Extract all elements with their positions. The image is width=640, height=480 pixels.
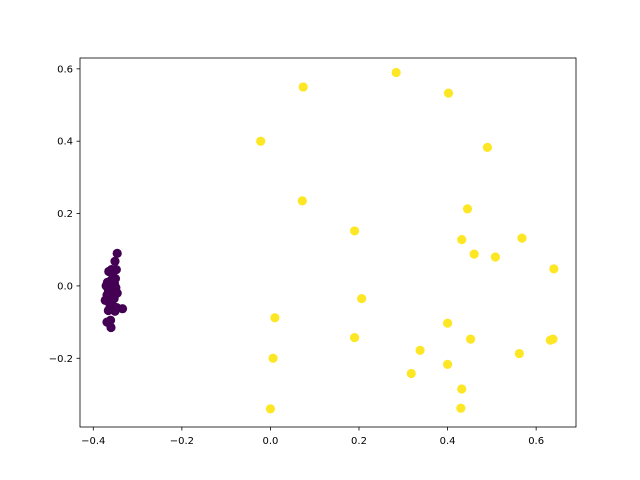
- y-tick-label: 0.4: [57, 137, 73, 148]
- scatter-point: [443, 88, 454, 98]
- x-tick-label: 0.6: [528, 436, 544, 447]
- y-axis-ticks: −0.2 0.0 0.2 0.4 0.6: [49, 64, 80, 365]
- scatter-point: [457, 235, 467, 245]
- x-tick-label: −0.4: [81, 436, 105, 447]
- scatter-point: [349, 226, 360, 236]
- scatter-point: [391, 67, 401, 78]
- scatter-point: [112, 248, 122, 258]
- y-tick-label: 0.2: [57, 209, 73, 220]
- y-tick-label: 0.0: [57, 281, 73, 292]
- scatter-point: [415, 345, 425, 355]
- scatter-point: [298, 82, 308, 92]
- scatter-point: [456, 403, 466, 413]
- scatter-point: [265, 404, 276, 414]
- y-tick-label: −0.2: [49, 354, 73, 365]
- x-tick-label: −0.2: [170, 436, 194, 447]
- x-tick-label: 0.2: [351, 436, 367, 447]
- scatter-point: [490, 252, 500, 262]
- scatter-point: [106, 322, 116, 333]
- scatter-point: [462, 204, 473, 214]
- scatter-point: [103, 305, 113, 316]
- scatter-point: [442, 318, 453, 328]
- x-tick-label: 0.4: [440, 436, 456, 447]
- scatter-point: [357, 293, 367, 304]
- scatter-point: [256, 136, 266, 146]
- scatter-point: [517, 233, 527, 243]
- scatter-point: [117, 304, 128, 314]
- scatter-point: [549, 264, 559, 274]
- scatter-point: [457, 384, 467, 394]
- scatter-point: [406, 368, 416, 379]
- scatter-point: [110, 306, 120, 316]
- scatter-point: [297, 196, 307, 206]
- scatter-point: [268, 353, 278, 363]
- plot-frame: [79, 57, 577, 428]
- points-layer: [100, 67, 559, 414]
- scatter-point: [548, 334, 558, 344]
- x-tick-label: 0.0: [262, 436, 278, 447]
- scatter-point: [466, 334, 476, 344]
- plot-area: [80, 58, 576, 427]
- scatter-point: [349, 333, 360, 343]
- scatter-point: [482, 142, 493, 152]
- scatter-point: [514, 348, 524, 359]
- x-axis-ticks: −0.4 −0.2 0.0 0.2 0.4 0.6: [81, 427, 544, 447]
- scatter-point: [270, 313, 280, 323]
- scatter-point: [442, 359, 453, 370]
- scatter-point: [110, 256, 120, 266]
- y-tick-label: 0.6: [57, 64, 73, 75]
- scatter-point: [108, 285, 118, 295]
- scatter-point: [469, 249, 479, 259]
